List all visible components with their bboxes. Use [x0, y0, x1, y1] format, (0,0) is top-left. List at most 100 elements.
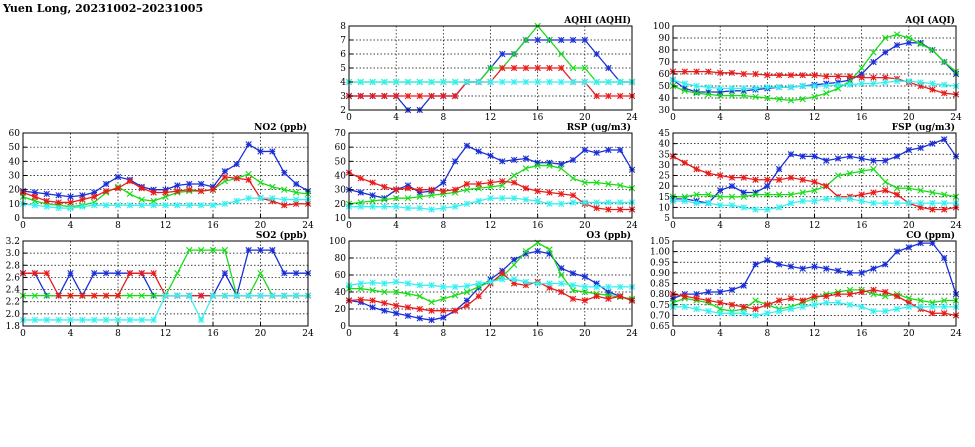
- data-point-cyan: [705, 199, 712, 207]
- data-point-cyan: [893, 78, 901, 85]
- data-point-red: [357, 92, 364, 100]
- data-point-green: [569, 175, 577, 182]
- data-point-cyan: [150, 316, 157, 324]
- data-point-cyan: [834, 195, 842, 203]
- data-point-blue: [787, 151, 795, 158]
- tick-label-y: 2.6: [6, 273, 21, 283]
- data-point-green: [440, 190, 447, 198]
- data-point-red: [428, 186, 435, 193]
- data-point-green: [392, 288, 400, 296]
- data-point-red: [858, 191, 865, 198]
- tick-label-y: 2: [340, 106, 346, 116]
- data-point-red: [162, 189, 169, 196]
- data-point-cyan: [617, 283, 624, 291]
- data-point-cyan: [558, 200, 565, 208]
- data-point-green: [522, 248, 530, 255]
- tick-label-x: 20: [579, 113, 591, 123]
- data-point-red: [569, 295, 577, 302]
- data-point-cyan: [292, 196, 300, 203]
- data-point-cyan: [693, 199, 700, 207]
- data-point-cyan: [593, 283, 600, 291]
- data-point-blue: [221, 168, 229, 175]
- data-point-red: [858, 74, 865, 81]
- data-point-cyan: [91, 316, 98, 324]
- data-point-blue: [257, 246, 264, 254]
- chart-so2: 0 4 8 12 16 20 24 1.8 2.0 2.2 2.4 2.6 2.8 3.0 3.2 SO2 (…: [6, 230, 314, 339]
- data-point-red: [281, 202, 288, 209]
- chart-no2: 0 4 8 12 16 20 24 0 10 20 30 40 50 60 NO2 (ppb): [9, 122, 314, 231]
- data-point-green: [716, 92, 724, 99]
- tick-label-y: 0.85: [650, 280, 670, 290]
- data-point-red: [705, 68, 712, 75]
- data-point-red: [617, 293, 624, 300]
- data-point-red: [775, 297, 783, 304]
- data-point-cyan: [846, 81, 854, 88]
- data-point-green: [245, 170, 252, 178]
- data-point-blue: [605, 64, 612, 72]
- data-point-cyan: [31, 316, 39, 324]
- data-point-green: [740, 193, 747, 200]
- tick-label-x: 16: [856, 329, 868, 339]
- data-point-red: [522, 185, 530, 192]
- data-point-green: [126, 190, 134, 198]
- chart-title: AQHI (AQHI): [563, 15, 631, 26]
- data-point-cyan: [716, 85, 724, 92]
- data-point-cyan: [728, 310, 736, 317]
- data-point-blue: [870, 58, 877, 66]
- data-point-green: [693, 191, 700, 198]
- data-point-cyan: [392, 78, 400, 86]
- data-point-red: [55, 199, 62, 206]
- data-point-green: [858, 168, 865, 175]
- data-point-cyan: [534, 78, 541, 86]
- tick-label-y: 30: [659, 161, 671, 171]
- data-point-red: [197, 292, 205, 299]
- data-point-cyan: [775, 307, 783, 315]
- data-point-green: [487, 64, 494, 72]
- data-point-green: [440, 295, 447, 302]
- data-point-cyan: [499, 194, 506, 202]
- data-point-red: [775, 176, 783, 183]
- data-point-green: [764, 191, 771, 198]
- data-point-red: [451, 92, 459, 100]
- data-point-green: [581, 179, 589, 186]
- tick-label-y: 70: [659, 58, 671, 68]
- tick-label-x: 0: [20, 329, 26, 339]
- data-point-cyan: [581, 283, 589, 291]
- tick-label-x: 4: [68, 329, 74, 339]
- data-point-blue: [834, 155, 842, 162]
- data-point-red: [787, 174, 795, 181]
- tick-label-y: 90: [659, 34, 671, 44]
- data-point-green: [150, 292, 157, 299]
- data-point-blue: [499, 158, 506, 165]
- data-point-blue: [475, 148, 482, 155]
- data-point-red: [174, 187, 181, 195]
- data-point-red: [31, 269, 39, 277]
- data-point-red: [499, 64, 506, 72]
- data-point-red: [138, 185, 145, 192]
- data-point-red: [705, 170, 712, 177]
- data-point-cyan: [102, 202, 110, 209]
- data-point-cyan: [174, 202, 181, 209]
- data-point-cyan: [716, 202, 724, 209]
- data-point-blue: [569, 36, 577, 44]
- tick-label-x: 24: [302, 329, 314, 339]
- data-point-blue: [740, 282, 747, 289]
- data-point-cyan: [929, 80, 936, 87]
- chart-rsp: 0 4 8 12 16 20 24 10 20 30 40 50 60 70 RSP (ug/m3): [335, 122, 638, 231]
- data-point-green: [693, 90, 700, 97]
- data-point-cyan: [728, 202, 736, 209]
- tick-label-y: 0.65: [650, 322, 670, 332]
- data-point-green: [905, 34, 913, 42]
- data-point-green: [463, 288, 471, 296]
- data-point-blue: [764, 256, 771, 264]
- data-point-green: [581, 64, 589, 72]
- tick-label-y: 20: [335, 305, 347, 315]
- tick-label-y: 45: [659, 129, 671, 139]
- data-point-cyan: [499, 78, 506, 86]
- tick-label-x: 12: [160, 221, 171, 231]
- data-point-green: [752, 191, 759, 198]
- tick-label-y: 2.0: [6, 310, 21, 320]
- data-point-green: [558, 165, 565, 172]
- tick-label-y: 3.2: [6, 237, 20, 247]
- tick-label-y: 3: [340, 92, 346, 102]
